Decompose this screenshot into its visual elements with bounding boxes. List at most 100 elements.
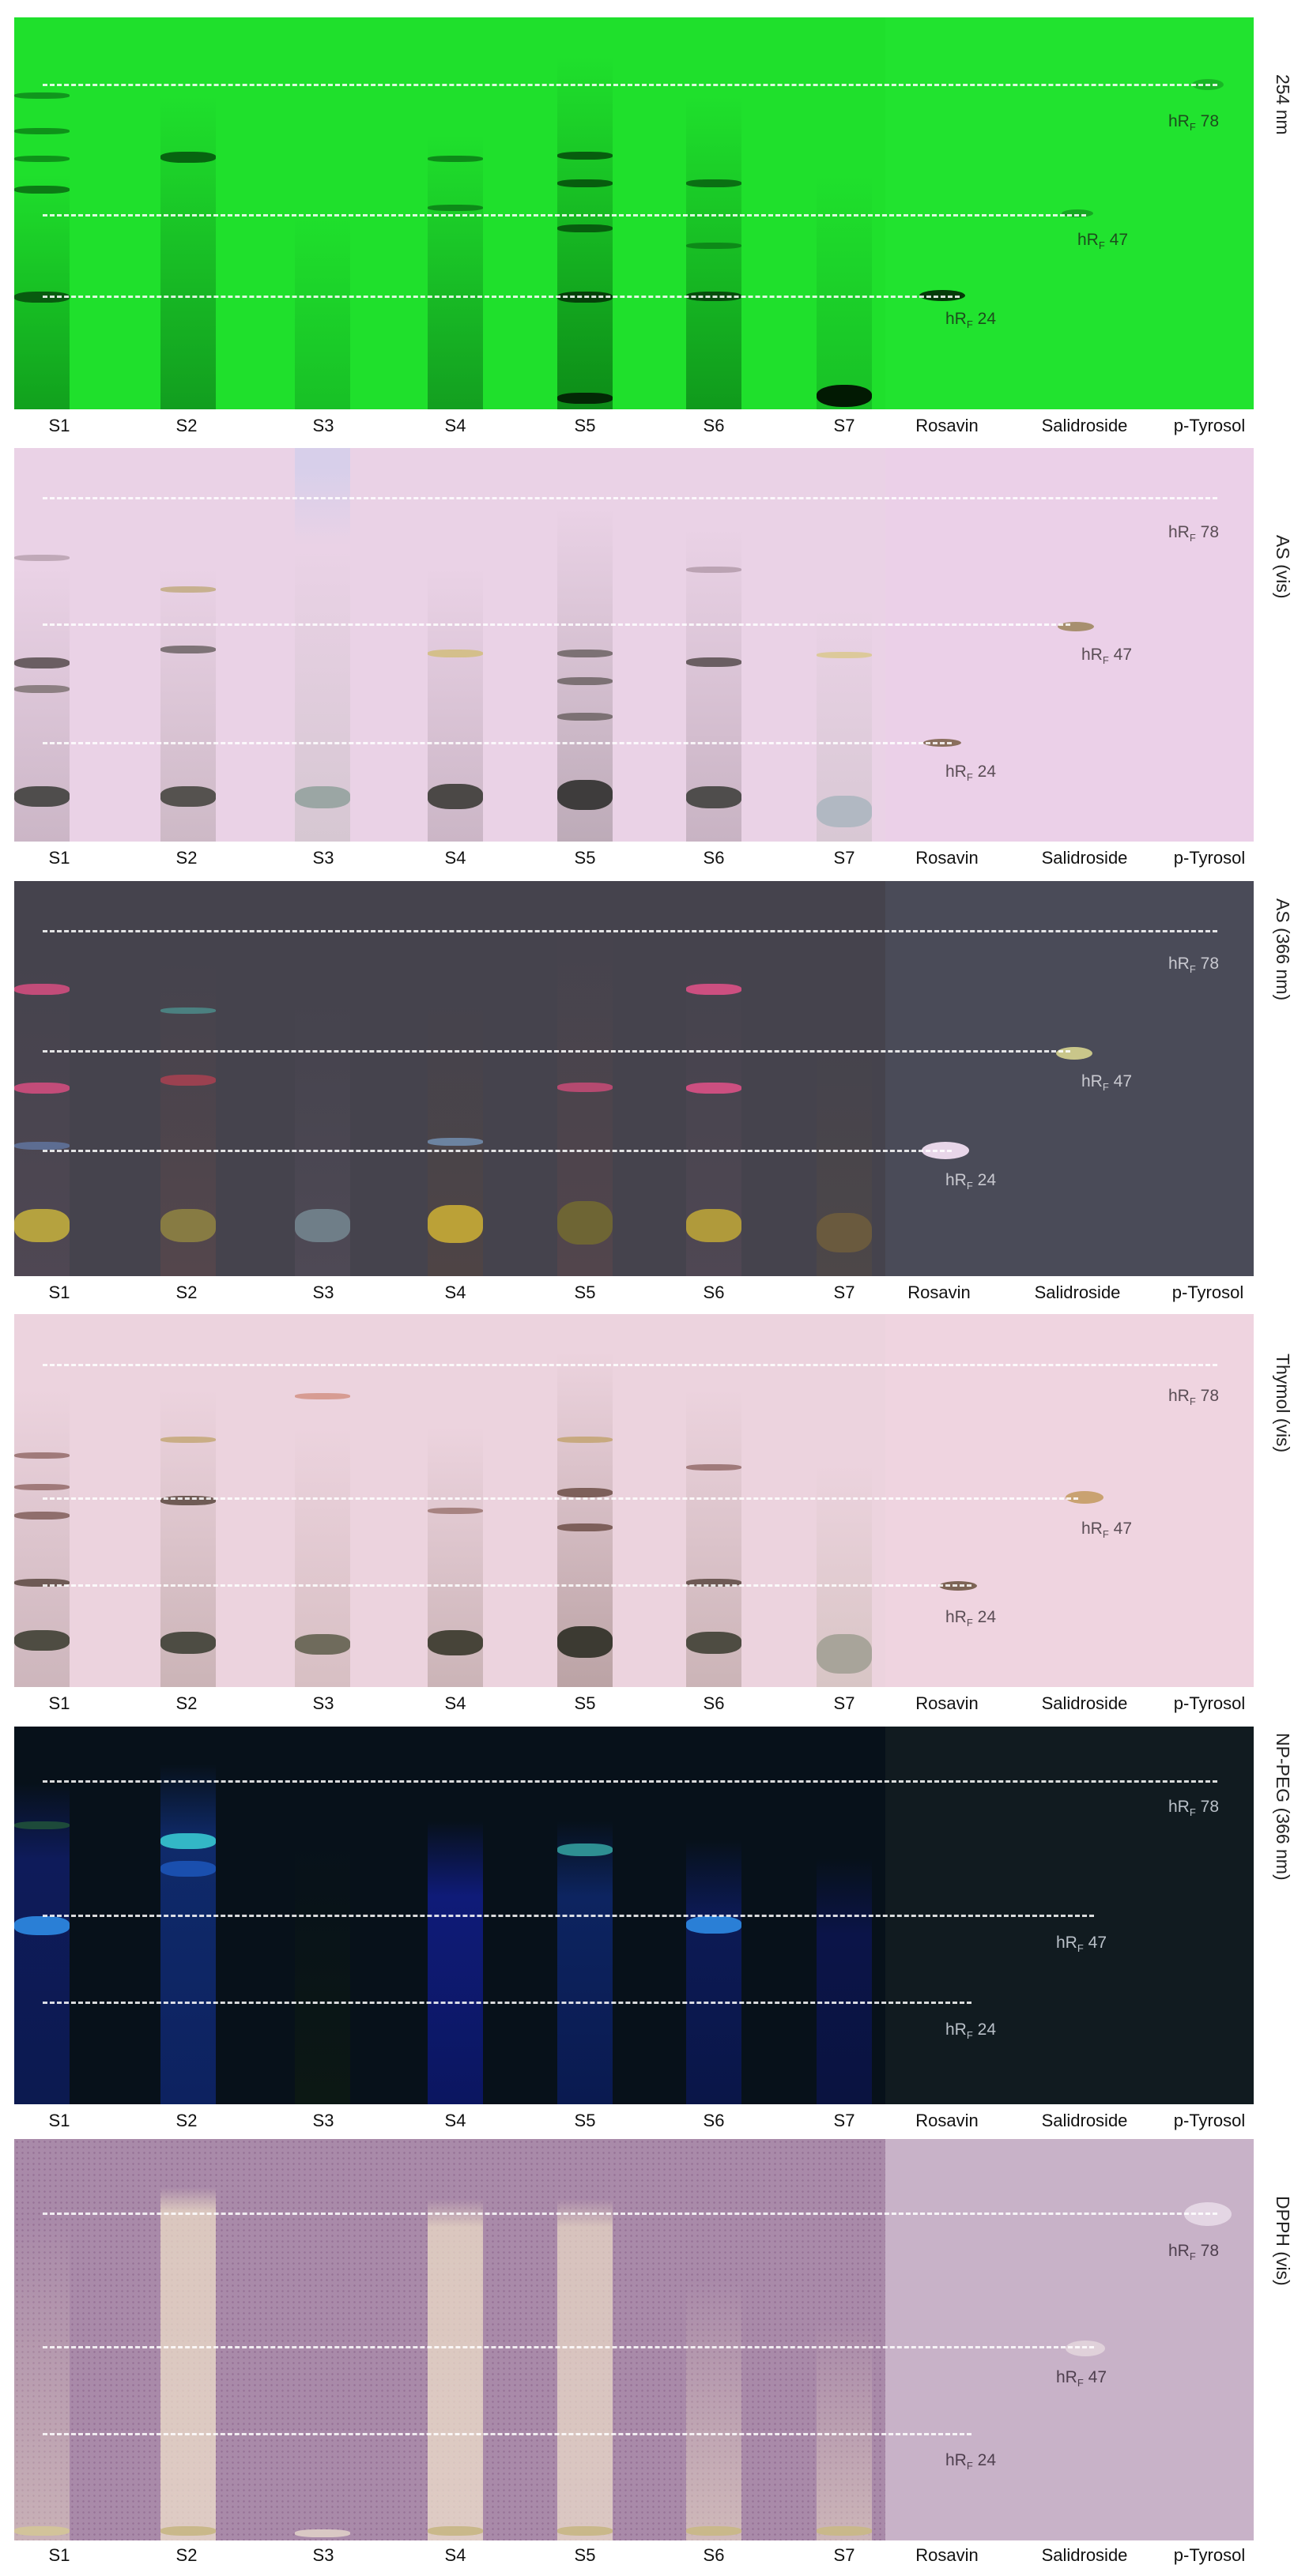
lane-track-s5 (557, 1314, 613, 1687)
panel-thymol-vis: hRF 78 hRF 47 hRF 24 Thymol (vis) S1 S2 … (14, 1314, 1293, 1729)
hrf-line-47 (43, 623, 1070, 626)
lane-labels: S1 S2 S3 S4 S5 S6 S7 Rosavin Salidroside… (14, 2542, 1254, 2569)
plate-as-vis: hRF 78 hRF 47 hRF 24 (14, 448, 1254, 842)
hrf-label-78: hRF 78 (1168, 523, 1220, 544)
lane-track-s5 (557, 448, 613, 842)
hrf-line-78 (43, 930, 1217, 932)
lane-track-s2 (160, 1314, 216, 1687)
lane-track-s3 (295, 1314, 350, 1687)
lane-label-s6: S6 (703, 848, 725, 868)
lane-label-s7: S7 (833, 1693, 855, 1713)
hrf-label-78: hRF 78 (1168, 1798, 1220, 1819)
lane-track-s3 (295, 2139, 350, 2540)
lane-label-s4: S4 (444, 2111, 466, 2130)
lane-track-s1 (14, 448, 70, 842)
lane-label-p-tyrosol: p-Tyrosol (1171, 1282, 1244, 1302)
lane-label-s6: S6 (703, 1282, 725, 1302)
hrf-line-78 (43, 2213, 1217, 2215)
hrf-label-24: hRF 24 (945, 1171, 997, 1192)
lane-track-s7 (817, 881, 872, 1276)
lane-label-s3: S3 (312, 1282, 334, 1302)
lane-track-s3 (295, 17, 350, 409)
lane-label-s6: S6 (703, 1693, 725, 1713)
lane-label-salidroside: Salidroside (1034, 1282, 1121, 1302)
hrf-line-47 (43, 1050, 1070, 1053)
lane-label-salidroside: Salidroside (1041, 416, 1128, 435)
panel-as-vis: hRF 78 hRF 47 hRF 24 AS (vis) S1 S2 S3 S… (14, 448, 1293, 873)
lane-track-s6 (686, 448, 741, 842)
panel-as-366nm: hRF 78 hRF 47 hRF 24 AS (366 nm) S1 S2 S… (14, 881, 1293, 1308)
lane-track-s2 (160, 881, 216, 1276)
lane-track-s7 (817, 1314, 872, 1687)
hrf-label-78: hRF 78 (1168, 955, 1220, 976)
lane-label-s7: S7 (833, 2545, 855, 2565)
lane-track-s7 (817, 2139, 872, 2540)
lane-track-s3 (295, 448, 350, 842)
lane-label-p-tyrosol: p-Tyrosol (1173, 416, 1246, 435)
hrf-label-78: hRF 78 (1168, 2242, 1220, 2263)
lane-label-s2: S2 (175, 2545, 198, 2565)
standard-spot-salidroside (1066, 1491, 1103, 1504)
lane-track-s7 (817, 17, 872, 409)
lane-labels: S1 S2 S3 S4 S5 S6 S7 Rosavin Salidroside… (14, 1279, 1254, 1306)
lane-labels: S1 S2 S3 S4 S5 S6 S7 Rosavin Salidroside… (14, 412, 1254, 439)
hrf-label-24: hRF 24 (945, 310, 997, 331)
lane-track-s1 (14, 1314, 70, 1687)
lane-track-s2 (160, 448, 216, 842)
lane-label-s5: S5 (574, 2545, 596, 2565)
hrf-label-47: hRF 47 (1056, 2368, 1107, 2390)
hrf-label-78: hRF 78 (1168, 112, 1220, 134)
lane-label-s6: S6 (703, 2111, 725, 2130)
lane-label-rosavin: Rosavin (915, 2545, 979, 2565)
lane-label-s4: S4 (444, 848, 466, 868)
lane-track-s5 (557, 881, 613, 1276)
lane-label-s5: S5 (574, 1282, 596, 1302)
lane-label-s1: S1 (48, 416, 70, 435)
lane-track-s1 (14, 2139, 70, 2540)
lane-label-s7: S7 (833, 848, 855, 868)
lane-label-s1: S1 (48, 1282, 70, 1302)
plate-thymol-vis: hRF 78 hRF 47 hRF 24 (14, 1314, 1254, 1687)
panel-np-peg-366nm: hRF 78 hRF 47 hRF 24 NP-PEG (366 nm) S1 … (14, 1727, 1293, 2137)
lane-label-s2: S2 (175, 416, 198, 435)
lane-track-s5 (557, 2139, 613, 2540)
hrf-line-47 (43, 214, 1086, 217)
standard-spot-salidroside (1062, 209, 1093, 217)
hrf-label-47: hRF 47 (1077, 231, 1129, 252)
lane-label-s5: S5 (574, 416, 596, 435)
lane-label-rosavin: Rosavin (907, 1282, 971, 1302)
hrf-label-24: hRF 24 (945, 763, 997, 784)
hrf-line-78 (43, 1364, 1217, 1366)
lane-track-s6 (686, 17, 741, 409)
lane-track-s6 (686, 881, 741, 1276)
lane-label-s5: S5 (574, 1693, 596, 1713)
hrf-line-24 (43, 1150, 952, 1152)
lane-label-s1: S1 (48, 1693, 70, 1713)
lane-label-s1: S1 (48, 2111, 70, 2130)
panel-254nm: hRF 78 hRF 47 hRF 24 254 nm S1 S2 S3 S4 … (14, 17, 1293, 440)
lane-label-salidroside: Salidroside (1041, 2111, 1128, 2130)
lane-label-s2: S2 (175, 1693, 198, 1713)
lane-label-s7: S7 (833, 2111, 855, 2130)
lane-label-s5: S5 (574, 848, 596, 868)
lane-label-salidroside: Salidroside (1041, 1693, 1128, 1713)
lane-labels: S1 S2 S3 S4 S5 S6 S7 Rosavin Salidroside… (14, 845, 1254, 872)
lane-label-s3: S3 (312, 848, 334, 868)
standard-spot-salidroside (1066, 2341, 1105, 2356)
hrf-line-47 (43, 1497, 1078, 1500)
hrf-label-78: hRF 78 (1168, 1387, 1220, 1408)
lane-label-s3: S3 (312, 2111, 334, 2130)
lane-label-s4: S4 (444, 416, 466, 435)
panel-dpph-vis: hRF 78 hRF 47 hRF 24 DPPH (vis) S1 S2 S3… (14, 2139, 1293, 2572)
lane-label-s3: S3 (312, 416, 334, 435)
hrf-label-24: hRF 24 (945, 2021, 997, 2042)
lane-label-rosavin: Rosavin (915, 848, 979, 868)
lane-track-s3 (295, 881, 350, 1276)
lane-label-s2: S2 (175, 2111, 198, 2130)
lane-label-s4: S4 (444, 2545, 466, 2565)
lane-track-s4 (428, 881, 483, 1276)
lane-label-s3: S3 (312, 1693, 334, 1713)
lane-track-s6 (686, 1314, 741, 1687)
lane-labels: S1 S2 S3 S4 S5 S6 S7 Rosavin Salidroside… (14, 2107, 1254, 2134)
hrf-line-78 (43, 497, 1217, 499)
